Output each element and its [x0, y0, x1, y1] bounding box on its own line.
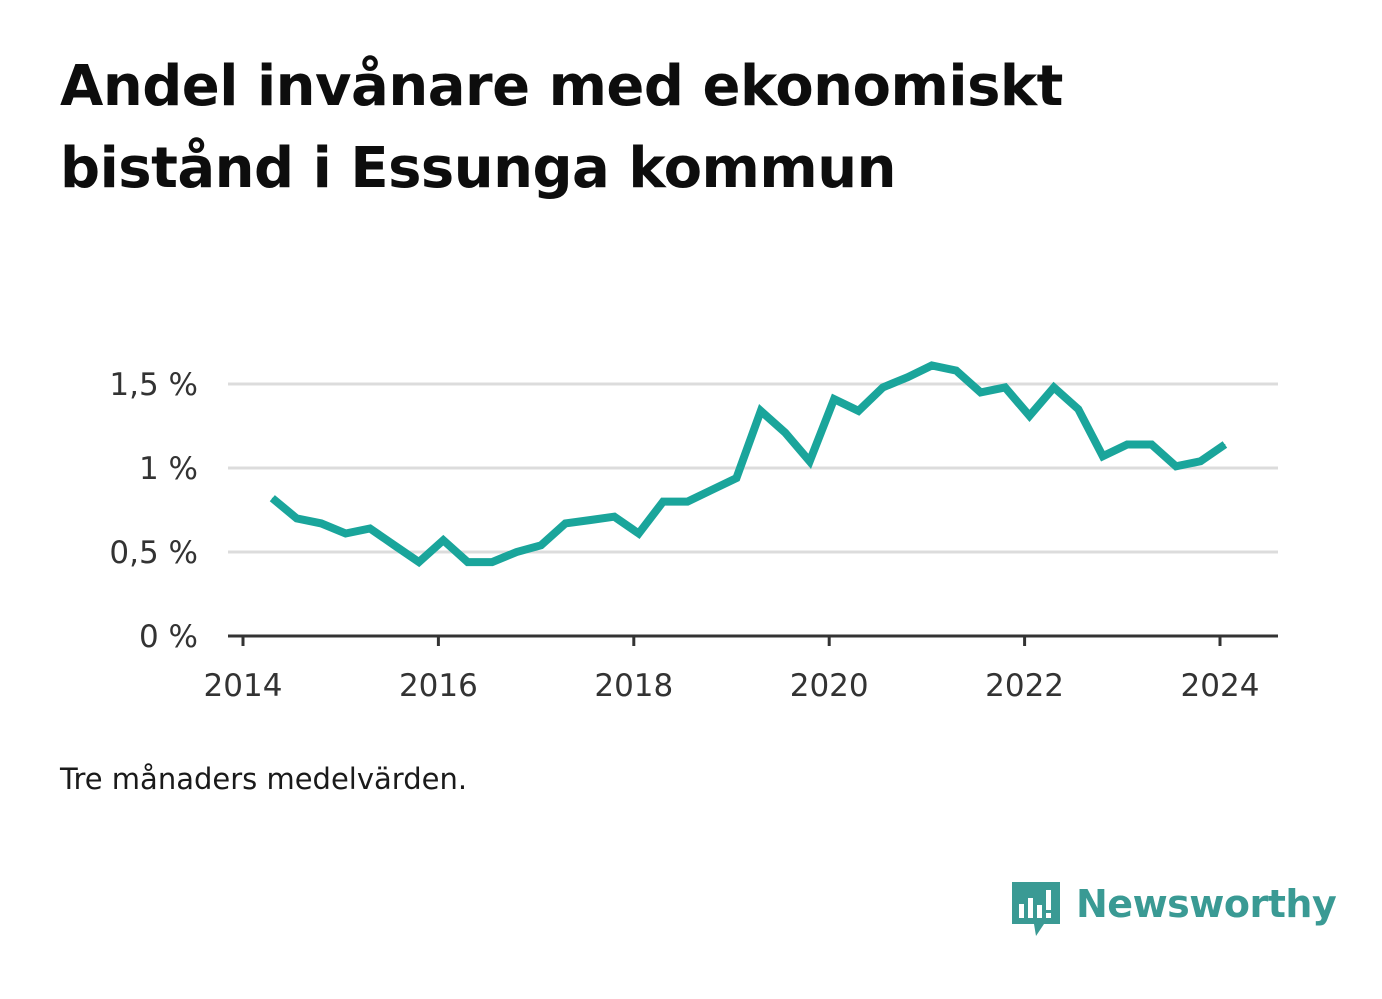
- x-tick-label: 2020: [790, 668, 869, 704]
- data-point: [638, 533, 640, 534]
- data-point: [858, 410, 859, 412]
- data-point: [662, 501, 664, 503]
- x-tick-label: 2024: [1181, 668, 1260, 704]
- series-line: [269, 361, 1228, 568]
- y-tick-label: 1,5 %: [109, 367, 198, 403]
- x-axis-tick-labels: 2014 2016 2018 2020 2022 2024: [204, 668, 1260, 704]
- data-point: [1151, 444, 1153, 445]
- data-point: [516, 551, 518, 553]
- y-tick-label: 0,5 %: [109, 535, 198, 571]
- data-point: [540, 544, 542, 546]
- x-tick-label: 2018: [594, 668, 673, 704]
- data-point: [931, 365, 933, 366]
- data-point: [467, 561, 469, 563]
- data-point: [882, 386, 884, 388]
- data-point: [1004, 386, 1006, 388]
- data-point: [1224, 444, 1226, 445]
- data-point: [613, 516, 615, 518]
- bar-chart-speech-bubble-icon: [1012, 882, 1060, 936]
- data-point: [1102, 455, 1104, 457]
- data-point: [711, 489, 713, 491]
- data-point: [589, 519, 591, 521]
- data-point: [1200, 460, 1201, 462]
- data-point: [564, 522, 566, 524]
- brand-name: Newsworthy: [1076, 882, 1337, 926]
- series-group: [269, 361, 1228, 568]
- data-point: [1077, 408, 1079, 410]
- y-axis-tick-labels: 0 % 0,5 % 1 % 1,5 %: [109, 367, 198, 655]
- data-point: [296, 517, 298, 519]
- x-tick-label: 2014: [204, 668, 283, 704]
- data-point: [1175, 465, 1177, 467]
- data-point: [735, 477, 737, 479]
- data-point: [418, 561, 420, 563]
- data-point: [345, 533, 347, 534]
- gridlines: [228, 382, 1278, 554]
- brand-logo: Newsworthy: [1010, 878, 1337, 942]
- data-point: [393, 544, 395, 546]
- x-tick-label: 2022: [985, 668, 1064, 704]
- data-point: [320, 522, 322, 524]
- y-tick-label: 1 %: [139, 451, 198, 487]
- data-point: [1126, 444, 1128, 445]
- data-point: [369, 528, 371, 529]
- data-point: [1029, 415, 1030, 417]
- data-point: [760, 410, 762, 412]
- y-tick-label: 0 %: [139, 619, 198, 655]
- data-point: [980, 391, 982, 393]
- data-point: [271, 497, 273, 499]
- data-point: [687, 501, 688, 503]
- x-tick-label: 2016: [399, 668, 478, 704]
- data-point: [906, 376, 908, 378]
- chart-note: Tre månaders medelvärden.: [60, 762, 468, 796]
- data-point: [833, 398, 835, 400]
- data-point: [809, 460, 811, 462]
- data-point: [442, 539, 444, 541]
- data-point: [784, 432, 786, 434]
- data-point: [491, 561, 493, 563]
- data-point: [955, 370, 957, 372]
- data-point: [1053, 386, 1055, 388]
- x-axis: [228, 634, 1278, 646]
- chart-title: Andel invånare med ekonomiskt bistånd i …: [60, 54, 1063, 201]
